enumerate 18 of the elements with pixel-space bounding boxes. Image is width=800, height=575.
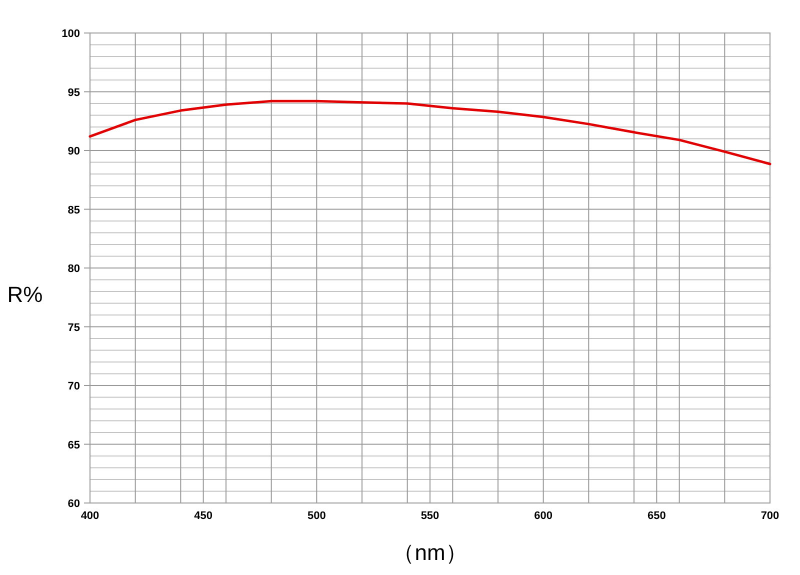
y-tick-label: 100 — [62, 28, 80, 40]
x-tick-label: 550 — [420, 510, 440, 522]
y-tick-label: 95 — [68, 86, 80, 99]
y-axis-title: R% — [7, 282, 43, 307]
y-tick-label: 90 — [68, 146, 80, 158]
y-tick-label: 75 — [68, 322, 80, 334]
y-tick-label: 80 — [68, 263, 80, 275]
x-tick-label: 700 — [760, 510, 780, 522]
x-tick-label: 500 — [307, 510, 326, 522]
x-axis-title: （nm） — [392, 540, 468, 565]
y-tick-label: 70 — [68, 380, 80, 392]
y-tick-label: 65 — [68, 439, 80, 452]
y-tick-label: 60 — [68, 498, 80, 510]
x-tick-label: 450 — [194, 510, 213, 522]
x-tick-label: 650 — [647, 510, 666, 522]
x-tick-label: 400 — [80, 510, 100, 522]
y-tick-label: 85 — [68, 204, 80, 216]
x-tick-label: 600 — [534, 510, 553, 522]
